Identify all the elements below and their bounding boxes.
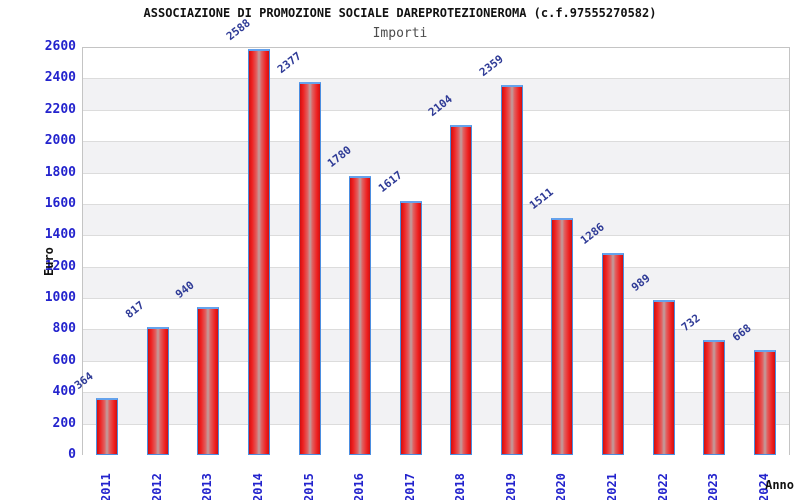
bar: [248, 48, 270, 455]
plot-band: [83, 48, 789, 80]
bar: [602, 253, 624, 455]
bar: [450, 124, 473, 455]
x-tick-label: 2021: [605, 473, 619, 500]
gridline: [83, 141, 789, 143]
y-tick-label: 2200: [44, 101, 76, 117]
gridline: [83, 298, 789, 300]
gridline: [83, 78, 789, 80]
bar: [399, 201, 422, 455]
x-tick-label: 2016: [352, 473, 367, 500]
y-tick-label: 1200: [44, 258, 76, 274]
y-axis-title: Euro: [42, 247, 56, 276]
y-tick-label: 1800: [44, 164, 76, 180]
plot-band: [83, 361, 789, 394]
gridline: [83, 423, 789, 425]
x-tick-label: 2017: [402, 473, 417, 500]
gridline: [83, 172, 789, 174]
bar: [298, 81, 321, 455]
x-tick-label: 2012: [149, 473, 164, 500]
x-tick-label: 2019: [503, 473, 518, 500]
y-tick-label: 2400: [44, 70, 76, 86]
plot-band: [83, 236, 789, 268]
y-tick-label: 1400: [44, 227, 76, 243]
plot-band: [83, 110, 789, 143]
plot-band: [83, 393, 789, 425]
x-tick-label: 2022: [655, 473, 670, 500]
x-tick-label: 2015: [301, 473, 316, 500]
x-tick-label: 2020: [554, 473, 569, 500]
gridline: [83, 266, 789, 268]
y-tick-label: 200: [52, 415, 76, 431]
bar: [349, 175, 372, 455]
gridline: [83, 360, 789, 362]
plot-band: [83, 142, 789, 174]
plot-band: [83, 204, 789, 237]
plot-band: [83, 173, 789, 205]
x-tick-label: 2023: [706, 473, 721, 500]
gridline: [83, 329, 789, 331]
plot-band: [83, 79, 789, 111]
x-tick-label: 2018: [453, 473, 468, 500]
gridline: [83, 392, 789, 394]
y-tick-label: 2000: [44, 133, 76, 149]
y-tick-label: 800: [52, 321, 76, 337]
gridline: [83, 109, 789, 111]
plot-band: [83, 424, 789, 456]
bar: [197, 307, 220, 455]
x-tick-label: 2013: [200, 473, 215, 500]
x-axis-title: Anno: [765, 478, 794, 492]
plot-band: [83, 330, 789, 362]
y-tick-label: 1600: [44, 195, 76, 211]
bar: [96, 397, 119, 455]
bar: [703, 340, 726, 455]
gridline: [83, 235, 789, 237]
bar: [652, 299, 675, 455]
y-tick-label: 2600: [44, 39, 76, 54]
x-tick-label: 2011: [99, 473, 114, 500]
bar: [551, 217, 574, 455]
chart-title: ASSOCIAZIONE DI PROMOZIONE SOCIALE DAREP…: [143, 6, 657, 20]
chart-subtitle: Importi: [372, 26, 428, 41]
x-tick-label: 2014: [251, 473, 265, 500]
gridline: [83, 203, 789, 205]
bar: [146, 326, 169, 455]
y-tick-label: 600: [52, 352, 76, 368]
y-tick-label: 0: [68, 447, 76, 462]
plot-band: [83, 267, 789, 300]
y-tick-label: 1000: [44, 290, 76, 306]
bar: [753, 350, 776, 455]
y-tick-label: 400: [52, 384, 76, 400]
bar: [500, 84, 523, 455]
